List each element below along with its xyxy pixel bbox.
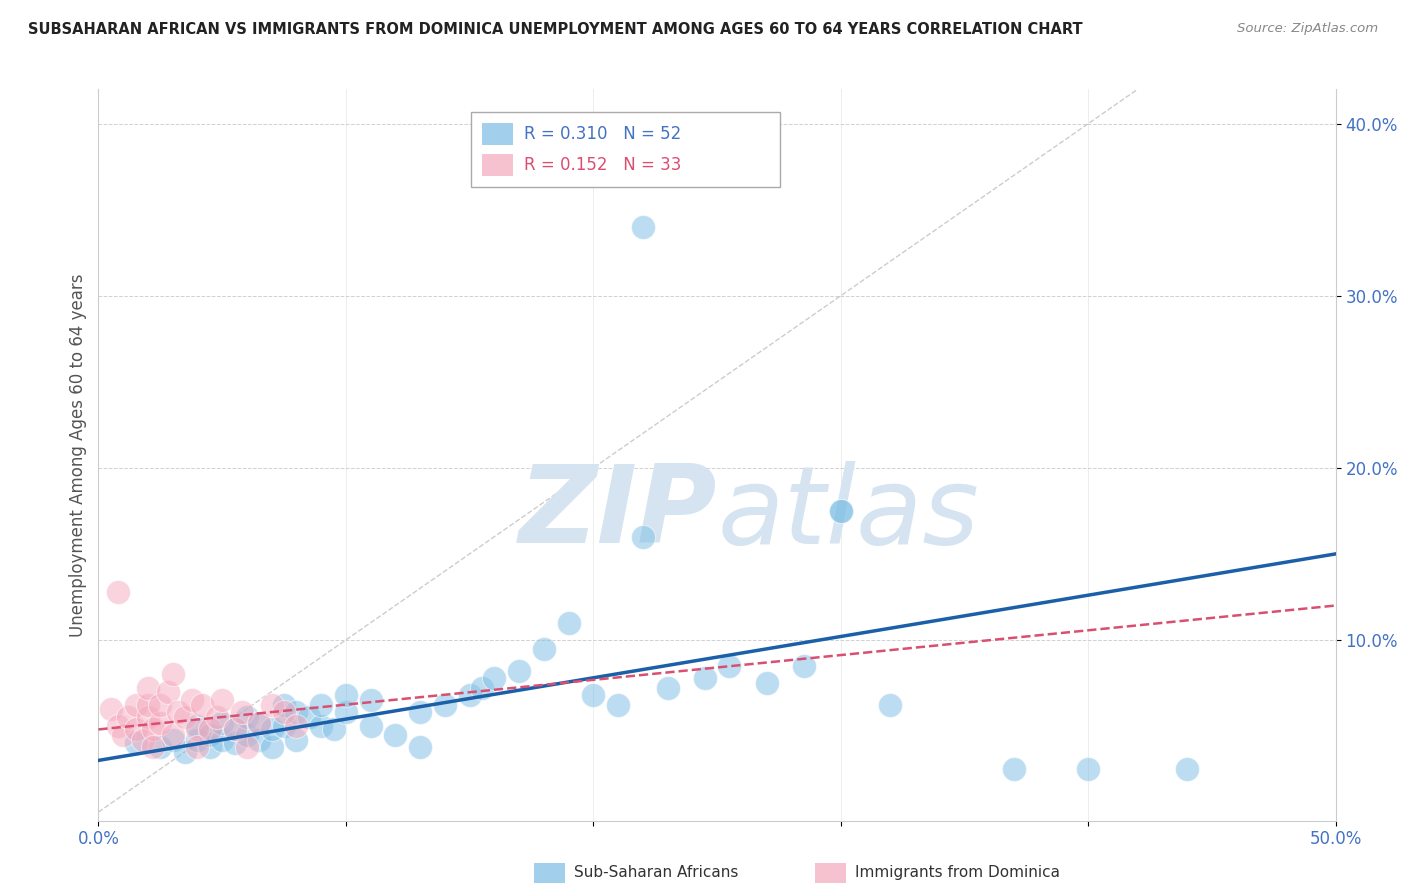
Point xyxy=(107,719,129,733)
Point xyxy=(631,530,654,544)
Point xyxy=(142,723,165,737)
Point xyxy=(260,698,283,713)
Point xyxy=(1077,762,1099,776)
Point xyxy=(285,719,308,733)
Point xyxy=(285,705,308,719)
Point xyxy=(285,732,308,747)
Point xyxy=(247,715,270,730)
Point xyxy=(409,705,432,719)
Point xyxy=(508,664,530,678)
Point xyxy=(409,739,432,754)
Text: Sub-Saharan Africans: Sub-Saharan Africans xyxy=(574,865,738,880)
Point xyxy=(205,710,228,724)
Point xyxy=(298,710,321,724)
Point xyxy=(471,681,494,695)
Point xyxy=(100,702,122,716)
Point xyxy=(309,698,332,713)
Point xyxy=(484,671,506,685)
Point xyxy=(224,723,246,737)
Point xyxy=(132,732,155,747)
Point xyxy=(360,693,382,707)
Point xyxy=(124,736,146,750)
Text: atlas: atlas xyxy=(717,461,979,566)
Point xyxy=(186,719,208,733)
Point xyxy=(156,684,179,698)
Point xyxy=(166,705,188,719)
Point xyxy=(191,698,214,713)
Point xyxy=(198,739,221,754)
Point xyxy=(174,745,197,759)
Point xyxy=(582,688,605,702)
Point xyxy=(1002,762,1025,776)
Point xyxy=(793,658,815,673)
Point xyxy=(107,584,129,599)
Point xyxy=(360,719,382,733)
Text: Immigrants from Dominica: Immigrants from Dominica xyxy=(855,865,1060,880)
Point xyxy=(149,698,172,713)
Point xyxy=(162,732,184,747)
Point xyxy=(879,698,901,713)
Point xyxy=(533,641,555,656)
Point xyxy=(273,705,295,719)
Point xyxy=(162,667,184,681)
Point xyxy=(607,698,630,713)
Point xyxy=(458,688,481,702)
Text: R = 0.310   N = 52: R = 0.310 N = 52 xyxy=(524,125,682,143)
Point xyxy=(198,723,221,737)
Point xyxy=(631,219,654,234)
Point xyxy=(186,723,208,737)
Point xyxy=(186,739,208,754)
Point xyxy=(198,728,221,742)
Point xyxy=(247,732,270,747)
Point xyxy=(162,728,184,742)
Point xyxy=(112,728,135,742)
Point xyxy=(557,615,579,630)
Point xyxy=(830,504,852,518)
Point xyxy=(260,723,283,737)
Point xyxy=(335,705,357,719)
Point xyxy=(755,676,778,690)
Point xyxy=(211,732,233,747)
Point xyxy=(186,732,208,747)
Point xyxy=(657,681,679,695)
Point xyxy=(231,705,253,719)
Point xyxy=(142,739,165,754)
Point xyxy=(149,715,172,730)
Point xyxy=(136,698,159,713)
Point xyxy=(322,723,344,737)
Point xyxy=(124,723,146,737)
Point xyxy=(136,681,159,695)
Point xyxy=(384,728,406,742)
Point xyxy=(181,693,204,707)
Point xyxy=(236,710,259,724)
Text: ZIP: ZIP xyxy=(519,460,717,566)
Point xyxy=(335,688,357,702)
Point xyxy=(830,504,852,518)
Point xyxy=(224,723,246,737)
Point xyxy=(718,658,741,673)
Point xyxy=(224,736,246,750)
Text: Source: ZipAtlas.com: Source: ZipAtlas.com xyxy=(1237,22,1378,36)
Point xyxy=(1175,762,1198,776)
Point xyxy=(309,719,332,733)
Point xyxy=(136,710,159,724)
Point xyxy=(117,710,139,724)
Point xyxy=(236,739,259,754)
Point xyxy=(247,715,270,730)
Point xyxy=(273,719,295,733)
Point xyxy=(174,710,197,724)
Point xyxy=(433,698,456,713)
Point xyxy=(211,715,233,730)
Point xyxy=(149,739,172,754)
Point xyxy=(693,671,716,685)
Point xyxy=(236,728,259,742)
Point xyxy=(211,693,233,707)
Point xyxy=(124,698,146,713)
Text: SUBSAHARAN AFRICAN VS IMMIGRANTS FROM DOMINICA UNEMPLOYMENT AMONG AGES 60 TO 64 : SUBSAHARAN AFRICAN VS IMMIGRANTS FROM DO… xyxy=(28,22,1083,37)
Y-axis label: Unemployment Among Ages 60 to 64 years: Unemployment Among Ages 60 to 64 years xyxy=(69,273,87,637)
Point xyxy=(260,739,283,754)
Text: R = 0.152   N = 33: R = 0.152 N = 33 xyxy=(524,156,682,174)
Point xyxy=(273,698,295,713)
